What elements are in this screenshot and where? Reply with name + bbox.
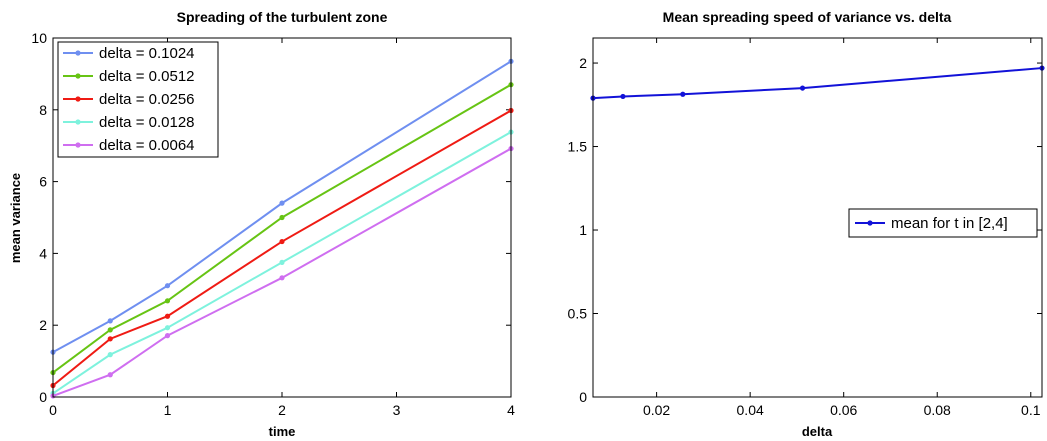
y-tick-label: 4: [39, 245, 47, 261]
x-tick-label: 0.06: [830, 402, 857, 418]
series-2-point: [107, 327, 113, 333]
legend-label-5: delta = 0.0064: [99, 137, 195, 154]
series-5-point: [107, 372, 113, 378]
chart-left-legend: delta = 0.1024 delta = 0.0512 delta = 0.02…: [57, 41, 219, 158]
legend-marker-4: [75, 119, 81, 125]
series-3-point: [164, 313, 171, 319]
y-tick-label: 2: [39, 317, 47, 333]
chart-left-y-axis-title: mean variance: [8, 173, 23, 263]
chart-right-frame: [592, 37, 1043, 398]
series-1-point: [620, 93, 626, 100]
y-tick-label: 0.5: [568, 306, 588, 322]
legend-marker-2: [75, 73, 81, 79]
series-2-point: [164, 298, 171, 304]
series-3-point: [107, 336, 113, 342]
series-1-point: [799, 85, 806, 91]
y-tick-label: 1: [579, 222, 587, 238]
series-4-point: [164, 325, 171, 331]
y-tick-label: 0: [579, 389, 587, 405]
legend-label-1: delta = 0.1024: [99, 45, 195, 62]
series-2-point: [279, 214, 285, 221]
legend-label-3: delta = 0.0256: [99, 91, 195, 108]
chart-right-title: Mean spreading speed of variance vs. del…: [663, 9, 952, 25]
x-tick-label: 0: [49, 402, 57, 418]
legend-marker-1: [867, 220, 873, 226]
series-3-point: [279, 238, 285, 245]
x-tick-label: 1: [164, 402, 172, 418]
series-1-point: [680, 91, 686, 97]
chart-right-plot-area: 0.02 0.04 0.06 0.08 0.1 0 0.5 1 1.5 2: [568, 38, 1045, 418]
chart-right-x-axis-title: delta: [802, 424, 833, 439]
series-5-point: [164, 333, 171, 339]
series-line-5: [52, 147, 512, 397]
y-tick-label: 10: [31, 30, 47, 46]
series-1-point: [164, 283, 171, 289]
chart-left-title: Spreading of the turbulent zone: [177, 9, 388, 25]
chart-left-x-axis-title: time: [269, 424, 296, 439]
x-tick-label: 4: [507, 402, 515, 418]
y-tick-label: 0: [39, 389, 47, 405]
legend-label-2: delta = 0.0512: [99, 68, 195, 85]
chart-left-frame: [52, 37, 512, 398]
series-line-1: [592, 67, 1043, 100]
chart-right-legend: mean for t in [2,4]: [848, 208, 1038, 238]
chart-right: Mean spreading speed of variance vs. del…: [568, 9, 1045, 439]
y-tick-label: 6: [39, 174, 47, 190]
y-tick-label: 1.5: [568, 139, 588, 155]
legend-marker-3: [75, 96, 81, 102]
legend-marker-5: [75, 142, 81, 148]
y-tick-label: 2: [579, 55, 587, 71]
x-tick-label: 2: [278, 402, 286, 418]
x-tick-label: 0.08: [924, 402, 951, 418]
chart-left: Spreading of the turbulent zone 0 1 2 3 4 0 2 4…: [8, 9, 515, 439]
legend-marker-1: [75, 50, 81, 56]
series-1-point: [279, 200, 285, 206]
series-4-point: [107, 352, 113, 358]
x-tick-label: 0.02: [643, 402, 670, 418]
series-1-point: [107, 318, 113, 324]
series-5-point: [279, 275, 285, 281]
x-tick-label: 0.1: [1021, 402, 1041, 418]
chart-left-plot-area: 0 1 2 3 4 0 2 4 6 8 10: [31, 30, 515, 418]
legend-label-4: delta = 0.0128: [99, 114, 195, 131]
x-tick-label: 3: [393, 402, 401, 418]
x-tick-label: 0.04: [737, 402, 764, 418]
series-4-point: [279, 259, 285, 265]
legend-label-1: mean for t in [2,4]: [891, 215, 1008, 232]
y-tick-label: 8: [39, 102, 47, 118]
